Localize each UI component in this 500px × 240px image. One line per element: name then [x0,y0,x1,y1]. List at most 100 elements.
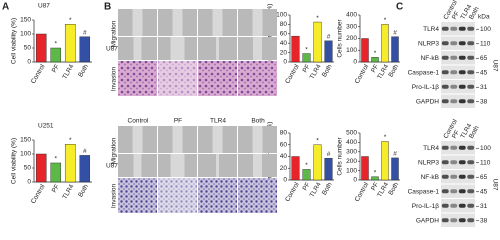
band [458,218,466,223]
band [458,145,466,150]
scratch [170,154,185,177]
y-axis-label: Cells number [337,19,344,58]
scratch [133,154,142,177]
y-tick-label: 150 [20,17,31,24]
annotation: # [393,29,397,36]
y-tick-label: 500 [346,130,357,137]
bar [361,38,369,63]
band [467,203,475,208]
band [467,160,475,165]
bar [64,143,76,183]
y-tick-label: 100 [276,12,287,19]
bar [291,156,300,181]
band [450,84,458,89]
x-tick-label: Both [77,183,90,198]
band [450,160,458,165]
lane-label: PF [451,10,461,21]
micrograph [238,61,277,96]
scratch [133,37,142,60]
cell-line: U87 [106,46,118,53]
band [450,174,458,179]
annotation: * [54,156,57,163]
y-tick-label: 400 [346,12,357,19]
scratch [172,126,183,153]
y-tick-label: 100 [346,167,357,174]
bar [324,158,333,181]
band [458,189,466,194]
annotation: * [384,17,387,24]
band [458,203,466,208]
y-tick-label: 40 [280,40,288,47]
marker: 65 [480,55,488,62]
annotation: * [69,17,72,24]
annotation: * [316,137,319,144]
band [458,70,466,75]
scratch [172,9,183,36]
y-tick-label: 100 [346,47,357,54]
x-tick-label: TLR4 [309,63,323,81]
annotation: # [83,30,87,37]
band [441,174,449,179]
protein-label: Pro-IL-1β [412,84,439,91]
band [450,189,458,194]
protein-label: NLRP3 [418,40,439,47]
x-tick-label: Control [354,181,371,203]
unit: kDa [478,14,490,21]
band [467,84,475,89]
blot-strip [441,22,475,36]
band [458,160,466,165]
band [441,26,449,31]
marker: 45 [480,69,488,76]
marker: 100 [480,145,491,152]
band [467,26,475,31]
bar [361,156,369,181]
x-tick-label: Control [354,63,371,85]
blot-strip [441,141,475,155]
x-tick-label: PF [302,63,312,74]
chart-title: U251 [38,123,54,130]
annotation: * [305,46,308,53]
y-tick-label: 80 [280,130,288,137]
x-tick-label: TLR4 [61,183,75,201]
scratch [252,9,263,36]
band [467,99,475,104]
marker: 31 [480,84,488,91]
column-label: Control [128,118,150,125]
bar [324,40,333,63]
scratch [132,9,143,36]
bar [302,169,311,181]
y-tick-label: 100 [20,151,31,158]
protein-label: Caspase-1 [408,188,440,195]
band [441,203,449,208]
annotation: * [305,162,308,169]
protein-label: GAPDH [416,217,439,224]
column-label: Both [251,118,265,125]
column-label: TLR4 [210,118,226,125]
band [450,26,458,31]
panel-label: A [2,2,9,13]
y-tick-label: 50 [24,165,32,172]
x-tick-label: Control [284,181,301,203]
y-tick-label: 100 [20,31,31,38]
band [458,84,466,89]
column-label: PF [174,118,182,125]
band [450,218,458,223]
band [450,70,458,75]
protein-label: Caspase-1 [408,69,440,76]
y-axis-label: Cell viability (%) [11,138,18,184]
y-tick-label: 20 [280,49,288,56]
micrograph [158,178,197,213]
band [441,189,449,194]
bar [64,24,76,63]
y-tick-label: 60 [280,31,288,38]
micrograph [158,61,197,96]
y-tick-label: 300 [346,23,357,30]
chart-title: U87 [38,3,50,10]
y-tick-label: 0 [283,59,287,66]
band [441,41,449,46]
band [467,145,475,150]
panel-label: C [396,2,403,13]
band [467,55,475,60]
annotation: * [316,15,319,22]
band [450,145,458,150]
